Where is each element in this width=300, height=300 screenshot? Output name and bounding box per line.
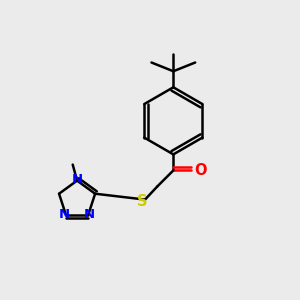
- Text: O: O: [194, 163, 207, 178]
- Text: N: N: [84, 208, 95, 221]
- Text: N: N: [71, 173, 82, 186]
- Text: S: S: [137, 194, 148, 208]
- Text: N: N: [59, 208, 70, 221]
